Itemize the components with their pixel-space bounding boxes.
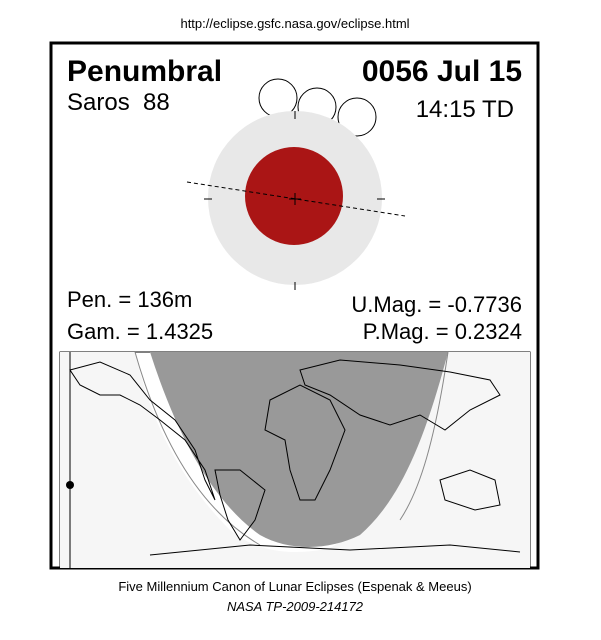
url: http://eclipse.gsfc.nasa.gov/eclipse.htm… [180,16,409,31]
world-map [59,351,531,569]
eclipse-date: 0056 Jul 15 [362,55,522,88]
pen-duration: Pen. = 136m [67,287,192,312]
gamma: Gam. = 1.4325 [67,319,213,344]
canon: Five Millennium Canon of Lunar Eclipses … [118,579,471,594]
umbral-magnitude: U.Mag. = -0.7736 [351,292,522,317]
penumbral-magnitude: P.Mag. = 0.2324 [363,319,522,344]
umbra [245,147,343,245]
eclipse-type: Penumbral [67,55,222,88]
saros: Saros 88 [67,89,170,116]
time: 14:15 TD [416,96,514,123]
axes [186,111,406,290]
reference: NASA TP-2009-214172 [227,599,364,614]
